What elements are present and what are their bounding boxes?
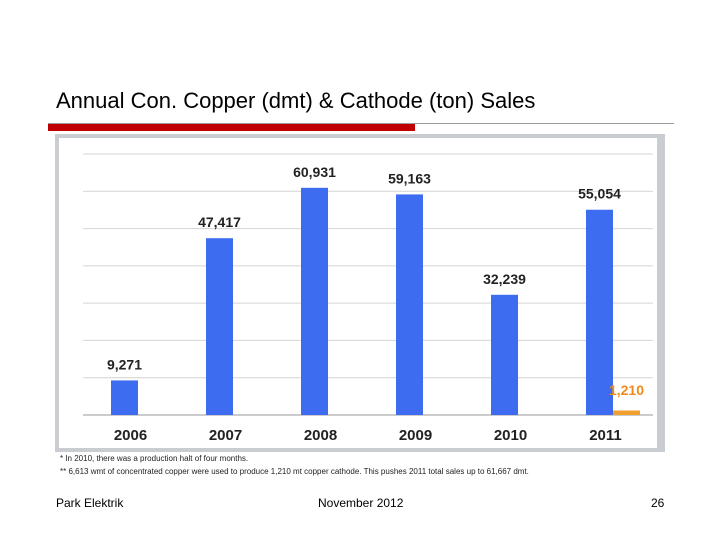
x-tick-label-2010: 2010 [494,427,527,444]
slide-title: Annual Con. Copper (dmt) & Cathode (ton)… [56,88,536,113]
data-label-concentrate-2006: 9,271 [107,356,142,372]
bar-cathode-2011 [613,410,640,415]
bar-chart: 9,271 2006 47,417 2007 60,931 2008 59,163 2009 3… [59,138,657,448]
x-tick-label-2009: 2009 [399,427,432,444]
chart-frame: 9,271 2006 47,417 2007 60,931 2008 59,163 2009 3… [55,134,665,452]
bar-concentrate-2010 [491,294,518,415]
plot-background [59,138,657,448]
data-label-concentrate-2007: 47,417 [198,214,241,230]
x-tick-label-2007: 2007 [209,427,242,444]
data-label-concentrate-2009: 59,163 [388,170,431,186]
title-underline-red [48,124,415,131]
title-underline-grey [48,123,674,124]
footer-page-number: 26 [651,496,665,510]
bar-concentrate-2011 [586,209,613,415]
bar-concentrate-2007 [206,238,233,415]
footnote-production-halt: * In 2010, there was a production halt o… [60,454,249,463]
footer-date: November 2012 [318,496,404,510]
x-tick-label-2011: 2011 [589,427,622,444]
footnote-cathode: ** 6,613 wmt of concentrated copper were… [60,467,529,476]
bar-concentrate-2006 [111,380,138,415]
data-label-concentrate-2011: 55,054 [578,186,621,202]
x-tick-label-2008: 2008 [304,427,337,444]
bar-concentrate-2008 [301,187,328,415]
bar-concentrate-2009 [396,194,423,415]
data-label-concentrate-2008: 60,931 [293,164,336,180]
footer-company: Park Elektrik [56,496,124,510]
x-tick-label-2006: 2006 [114,427,147,444]
data-label-concentrate-2010: 32,239 [483,271,526,287]
data-label-cathode-2011: 1,210 [609,382,644,398]
